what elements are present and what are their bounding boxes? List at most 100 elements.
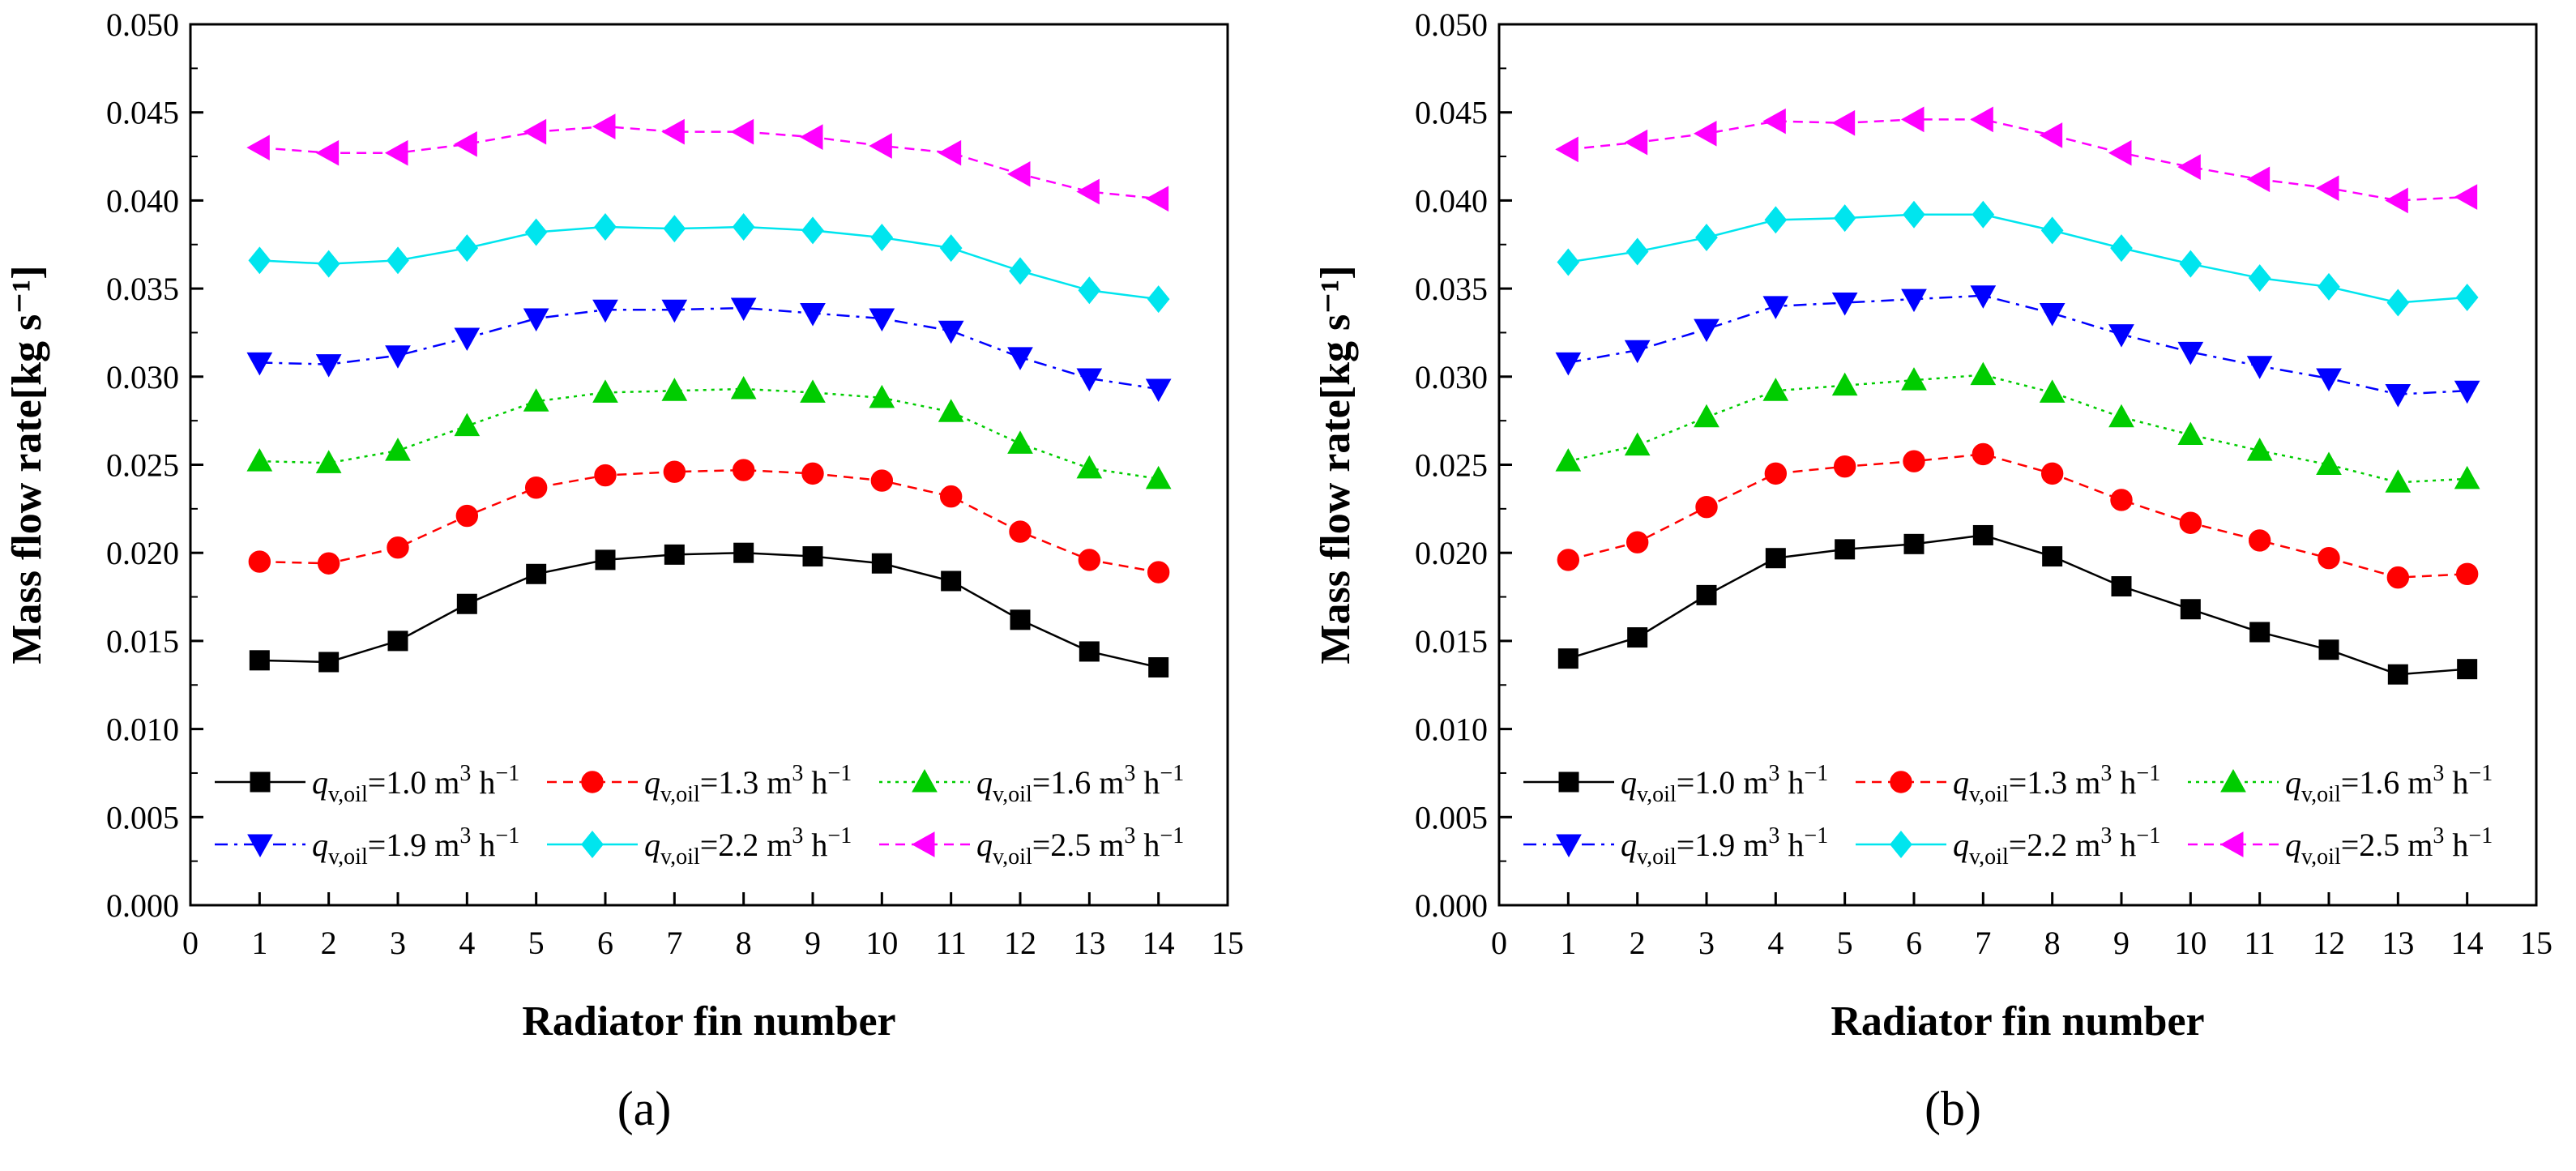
y-tick-label: 0.030 [106, 359, 179, 395]
data-point [730, 375, 757, 400]
data-point [455, 504, 479, 528]
data-point [1835, 539, 1856, 560]
data-point [385, 345, 411, 369]
data-point [1970, 106, 1993, 133]
x-tick-label: 4 [459, 925, 475, 961]
data-point [526, 563, 547, 584]
legend-marker [1558, 771, 1579, 793]
x-tick-label: 4 [1767, 925, 1784, 961]
data-point [1624, 432, 1651, 456]
series-line [259, 306, 1159, 391]
legend-marker [1890, 831, 1912, 858]
x-tick-label: 1 [251, 925, 267, 961]
data-point [524, 477, 548, 499]
data-point [454, 412, 481, 437]
data-point [454, 327, 481, 352]
data-point [941, 571, 962, 592]
data-point [2454, 465, 2480, 489]
data-point [1695, 224, 1718, 252]
data-point [1901, 367, 1927, 391]
data-point [315, 450, 342, 473]
data-point [1765, 548, 1786, 569]
data-point [2316, 451, 2342, 475]
panel-label: (b) [1925, 1082, 1981, 1135]
x-tick-label: 11 [2244, 925, 2275, 961]
x-tick-label: 9 [805, 925, 821, 961]
data-point [1079, 641, 1100, 662]
legend-label: qv,oil=1.9 m3 h−1 [312, 823, 519, 870]
legend: qv,oil=1.0 m3 h−1 qv,oil=1.3 m3 h−1 qv,oil… [215, 761, 1184, 870]
data-point [1696, 584, 1717, 605]
y-tick-label: 0.000 [1415, 887, 1488, 924]
data-point [246, 448, 273, 472]
data-point [1831, 292, 1858, 316]
data-point [800, 379, 826, 403]
data-point [869, 133, 892, 159]
series-1-3 [248, 459, 1170, 583]
y-tick-label: 0.020 [1415, 535, 1488, 571]
legend-label: qv,oil=2.5 m3 h−1 [976, 823, 1184, 870]
data-point [523, 118, 547, 145]
x-tick-label: 8 [736, 925, 752, 961]
data-point [1764, 206, 1788, 234]
data-point [317, 552, 340, 575]
data-point [801, 462, 824, 485]
data-point [2387, 664, 2408, 685]
legend-label: qv,oil=1.0 m3 h−1 [312, 761, 519, 807]
data-point [800, 303, 826, 327]
data-point [2108, 404, 2134, 428]
data-point [246, 135, 270, 161]
data-point [2318, 272, 2340, 301]
data-point [2248, 264, 2271, 293]
data-point [1555, 352, 1582, 376]
data-point [2108, 139, 2132, 166]
data-point [1901, 288, 1927, 313]
x-tick-label: 1 [1560, 925, 1576, 961]
y-tick-label: 0.015 [106, 623, 179, 660]
series-2-5 [246, 113, 1169, 212]
legend: qv,oil=1.0 m3 h−1 qv,oil=1.3 m3 h−1 qv,oil… [1523, 761, 2493, 870]
series-line [1567, 534, 2467, 676]
legend-label: qv,oil=1.3 m3 h−1 [644, 761, 852, 807]
y-tick-label: 0.015 [1415, 623, 1488, 660]
x-tick-label: 6 [1906, 925, 1922, 961]
data-point [870, 469, 894, 492]
data-point [869, 384, 895, 408]
series-2-5 [1555, 106, 2478, 214]
data-point [938, 399, 964, 422]
data-point [524, 218, 548, 246]
data-point [1903, 200, 1925, 229]
data-point [1762, 108, 1786, 135]
data-point [387, 630, 408, 652]
x-tick-label: 3 [1698, 925, 1715, 961]
data-point [248, 550, 271, 573]
data-point [939, 485, 963, 508]
series-line [259, 468, 1159, 574]
data-point [454, 130, 477, 157]
data-point [2315, 175, 2339, 202]
data-point [2108, 324, 2134, 348]
data-point [870, 224, 894, 252]
data-point [2455, 562, 2479, 585]
data-point [1694, 404, 1719, 428]
data-point [939, 234, 963, 263]
data-point [2039, 303, 2065, 327]
legend-marker [581, 831, 604, 858]
data-point [1900, 106, 1925, 133]
data-point [317, 250, 340, 278]
x-tick-label: 10 [865, 925, 898, 961]
data-point [2040, 216, 2064, 245]
legend-marker [1890, 771, 1912, 793]
y-tick-label: 0.050 [1415, 6, 1488, 43]
data-point [2454, 380, 2480, 404]
data-point [595, 549, 616, 571]
data-point [1972, 524, 1993, 545]
legend-marker [911, 831, 935, 857]
x-tick-label: 15 [1211, 925, 1244, 961]
data-point [1970, 361, 1997, 386]
x-tick-label: 3 [390, 925, 406, 961]
data-point [592, 113, 616, 139]
x-tick-label: 7 [666, 925, 682, 961]
data-point [1903, 450, 1925, 472]
